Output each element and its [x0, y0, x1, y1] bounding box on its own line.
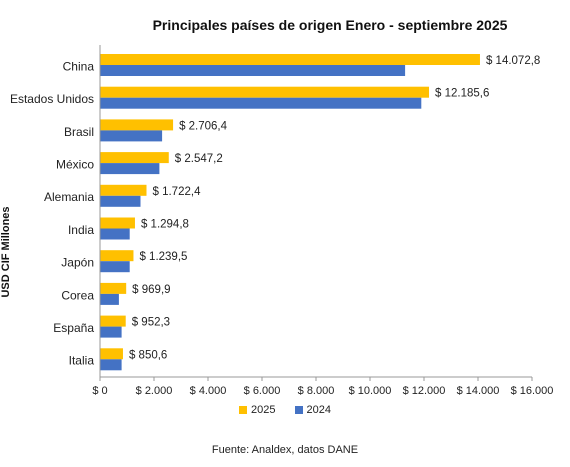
x-tick-label-7: $ 14.000: [457, 385, 500, 397]
category-label-japon: Japón: [61, 256, 94, 270]
legend-item-2024: 2024: [294, 404, 332, 416]
category-label-italia: Italia: [69, 354, 95, 368]
category-label-alemania: Alemania: [44, 190, 94, 204]
data-label-corea: $ 969,9: [132, 284, 170, 296]
bar-2024-mexico: [100, 163, 160, 175]
legend-item-2025: 2025: [238, 404, 276, 416]
data-label-china: $ 14.072,8: [486, 55, 540, 67]
legend-swatch-2024: [294, 406, 303, 414]
bar-2024-espana: [100, 326, 122, 338]
x-tick-label-0: $ 0: [92, 385, 107, 397]
bar-2024-estados-unidos: [100, 97, 422, 109]
bar-chart: China $ 14.072,8 Estados Unidos $ 12.185,6 B…: [10, 45, 554, 397]
bar-2024-corea: [100, 293, 119, 305]
legend: 2025 2024: [0, 404, 570, 417]
category-label-mexico: México: [56, 157, 94, 171]
data-label-japon: $ 1.239,5: [139, 251, 187, 263]
data-label-mexico: $ 2.547,2: [175, 153, 223, 165]
bar-2024-japon: [100, 261, 130, 273]
bar-2024-india: [100, 228, 130, 240]
x-tick-label-2: $ 4.000: [190, 385, 227, 397]
x-tick-label-3: $ 6.000: [244, 385, 281, 397]
x-tick-label-6: $ 12.000: [403, 385, 446, 397]
data-label-brasil: $ 2.706,4: [179, 120, 228, 132]
category-label-brasil: Brasil: [64, 125, 94, 139]
x-tick-label-8: $ 16.000: [511, 385, 554, 397]
x-tick-label-5: $ 10.000: [349, 385, 392, 397]
category-label-india: India: [68, 223, 94, 237]
bar-2025-alemania: [100, 184, 147, 196]
category-label-china: China: [63, 59, 95, 73]
bar-2025-espana: [100, 315, 126, 327]
bar-2025-mexico: [100, 152, 169, 164]
source-note: Fuente: Analdex, datos DANE: [211, 444, 359, 456]
bar-2025-brasil: [100, 119, 174, 131]
data-label-espana: $ 952,3: [132, 317, 170, 329]
x-tick-label-4: $ 8.000: [298, 385, 335, 397]
legend-label-2024: 2024: [306, 404, 332, 416]
legend-swatch-2025: [238, 406, 247, 414]
bar-2025-china: [100, 54, 480, 65]
data-label-india: $ 1.294,8: [141, 219, 189, 231]
bar-2025-japon: [100, 250, 134, 262]
data-label-alemania: $ 1.722,4: [153, 186, 202, 198]
category-label-estados-unidos: Estados Unidos: [10, 92, 94, 106]
bar-2024-italia: [100, 359, 122, 371]
legend-label-2025: 2025: [250, 404, 276, 416]
chart-title: Principales países de origen Enero - sep…: [152, 17, 508, 33]
data-label-italia: $ 850,6: [129, 349, 167, 361]
bar-2025-italia: [100, 348, 123, 360]
data-label-estados-unidos: $ 12.185,6: [435, 88, 489, 100]
bar-2025-corea: [100, 282, 127, 294]
bar-2025-india: [100, 217, 135, 229]
bar-2025-estados-unidos: [100, 86, 430, 98]
category-label-espana: España: [53, 321, 94, 335]
category-label-corea: Corea: [61, 288, 94, 302]
bar-2024-china: [100, 65, 406, 76]
x-tick-label-1: $ 2.000: [136, 385, 173, 397]
bar-2024-alemania: [100, 195, 141, 207]
bar-2024-brasil: [100, 130, 163, 142]
